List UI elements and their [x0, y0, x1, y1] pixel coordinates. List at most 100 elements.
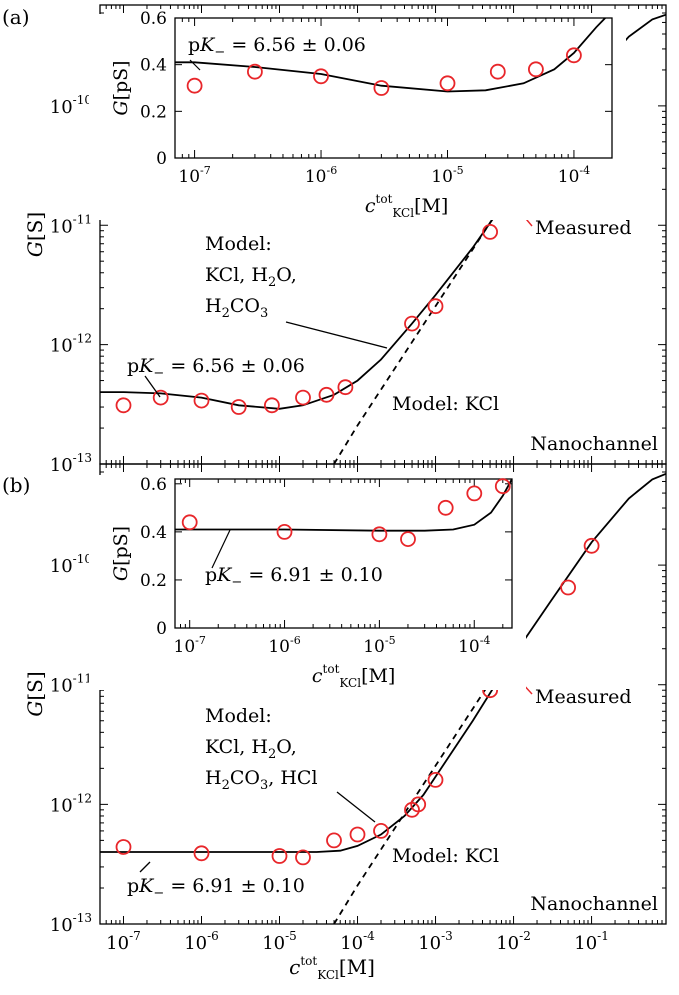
- x-tick-label-part: -1: [597, 929, 609, 943]
- inset-pk-annotation-part: −: [214, 45, 225, 60]
- x-tick-label-part: -3: [441, 929, 453, 943]
- inset-y-tick-label-part: 0.6: [140, 9, 167, 29]
- y-axis-label: G[S]: [23, 212, 47, 257]
- x-tick-label-part: 10: [106, 933, 129, 954]
- model-annotation-line1-part: Model:: [205, 233, 272, 255]
- model-annotation-line2: KCl, H2O,: [205, 736, 297, 762]
- model-annotation-line2-part: O,: [276, 264, 297, 286]
- inset-y-tick-label-part: 0.2: [140, 102, 167, 122]
- inset-y-tick-label: 0.4: [140, 56, 167, 76]
- model-annotation-leader: [336, 791, 376, 823]
- y-tick-label-part: -13: [73, 451, 92, 465]
- inset-background: [89, 475, 526, 690]
- inset-measured-point: [489, 63, 506, 80]
- x-axis-label-part: tot: [300, 954, 317, 968]
- y-axis-label-part: G: [23, 241, 47, 257]
- inset-measured-point: [437, 499, 454, 516]
- x-tick-label-part: 10: [418, 933, 441, 954]
- x-axis-label-part: c: [289, 955, 300, 979]
- model-annotation-line3-part: CO: [230, 295, 260, 317]
- x-tick-label-part: -7: [129, 929, 141, 943]
- inset-measured-point: [246, 63, 263, 80]
- y-tick-label-part: -12: [73, 332, 92, 346]
- inset: 00.20.40.610-7 10-6 10-5 10-4G[pS]ctotKCl[M…: [89, 475, 526, 690]
- inset-x-tick-label-part: 10: [458, 637, 480, 657]
- measured-annotation-part: Measured: [535, 686, 632, 708]
- panel-label: (b): [2, 473, 30, 497]
- nanochannel-annotation-part: Nanochannel: [530, 893, 658, 915]
- inset-measured-point: [373, 80, 390, 96]
- y-tick-label: 10-10: [50, 93, 92, 118]
- y-tick-label-part: 10: [50, 676, 73, 697]
- inset-y-axis-label-part: G: [110, 566, 132, 581]
- inset-pk-annotation-part: K: [199, 34, 216, 56]
- x-tick-label: 10-6: [184, 929, 219, 954]
- inset-y-tick-label-part: 0.4: [140, 56, 167, 76]
- inset-measured-point: [466, 485, 483, 502]
- inset-x-tick-label-part: -6: [290, 634, 301, 647]
- x-tick-label: 10-2: [496, 929, 531, 954]
- inset-x-axis-label-part: tot: [323, 662, 340, 676]
- model-annotation-line2-part: 2: [268, 275, 276, 290]
- y-tick-label: 10-11: [50, 212, 92, 237]
- inset-measured-point: [186, 77, 203, 94]
- pk-annotation-part: −: [153, 366, 164, 381]
- panel-label-part: (b): [2, 473, 30, 497]
- x-axis-label-part: [M]: [339, 955, 375, 979]
- y-tick-label-part: 10: [50, 795, 73, 816]
- inset-measured-point: [400, 531, 416, 547]
- measured-point: [193, 392, 210, 409]
- inset-pk-annotation-part: = 6.56 ± 0.06: [225, 34, 366, 56]
- x-tick-label-part: -4: [363, 929, 375, 943]
- inset-x-axis-label-part: tot: [376, 192, 393, 206]
- inset-pk-leader: [211, 529, 231, 569]
- panel-label: (a): [2, 5, 30, 29]
- model-kcl-dashed-line: [333, 645, 515, 924]
- inset-y-tick-label-part: 0: [156, 149, 167, 169]
- inset-x-tick-label: 10-4: [458, 634, 490, 657]
- inset-y-axis-label-part: [pS]: [110, 60, 132, 100]
- y-tick-label: 10-13: [50, 911, 92, 936]
- y-tick-label-part: 10: [50, 556, 73, 577]
- x-axis-label: ctotKCl[M]: [289, 954, 375, 982]
- x-tick-label-part: 10: [496, 933, 519, 954]
- model-annotation-line3-part: 2: [222, 306, 230, 321]
- y-axis-label-part: G: [23, 701, 47, 717]
- measured-point: [193, 845, 210, 862]
- model-kcl-annotation-part: Model: KCl: [392, 845, 499, 867]
- inset-y-tick-label-part: 0.4: [140, 523, 167, 543]
- model-annotation-line3-part: CO: [230, 767, 260, 789]
- measured-point: [295, 389, 311, 406]
- inset-x-axis-label: ctotKCl[M]: [365, 192, 448, 220]
- inset-measured-point: [494, 478, 511, 495]
- measured-annotation-part: Measured: [535, 217, 632, 239]
- y-tick-label: 10-12: [50, 332, 92, 357]
- measured-point: [410, 796, 427, 813]
- pk-annotation: pK− = 6.56 ± 0.06: [127, 355, 305, 381]
- inset-background: [89, 14, 626, 220]
- pk-annotation-leader: [139, 861, 151, 873]
- y-axis-label-part: [S]: [23, 671, 47, 700]
- inset-x-tick-label-part: 10: [305, 167, 327, 187]
- measured-point: [482, 223, 499, 240]
- inset-pk-annotation: pK− = 6.56 ± 0.06: [188, 34, 366, 60]
- measured-point: [295, 849, 311, 866]
- inset-x-tick-label-part: -5: [385, 634, 396, 647]
- inset-x-tick-label-part: 10: [268, 637, 290, 657]
- measured-point: [427, 298, 444, 315]
- inset-x-axis-label: ctotKCl[M]: [312, 662, 395, 690]
- inset-y-axis-label: G[pS]: [110, 60, 132, 115]
- inset-pk-annotation-part: K: [216, 564, 233, 586]
- inset-pk-annotation-part: p: [188, 34, 200, 56]
- inset-measured-point: [181, 514, 198, 531]
- y-axis-label: G[S]: [23, 671, 47, 716]
- measured-point: [115, 397, 132, 414]
- measured-point: [427, 772, 444, 788]
- y-tick-label-part: -11: [73, 672, 92, 686]
- x-axis-label-part: KCl: [317, 968, 339, 982]
- inset-measured-point: [439, 75, 456, 92]
- pk-annotation-part: K: [138, 355, 155, 377]
- inset-model-line: [175, 479, 512, 532]
